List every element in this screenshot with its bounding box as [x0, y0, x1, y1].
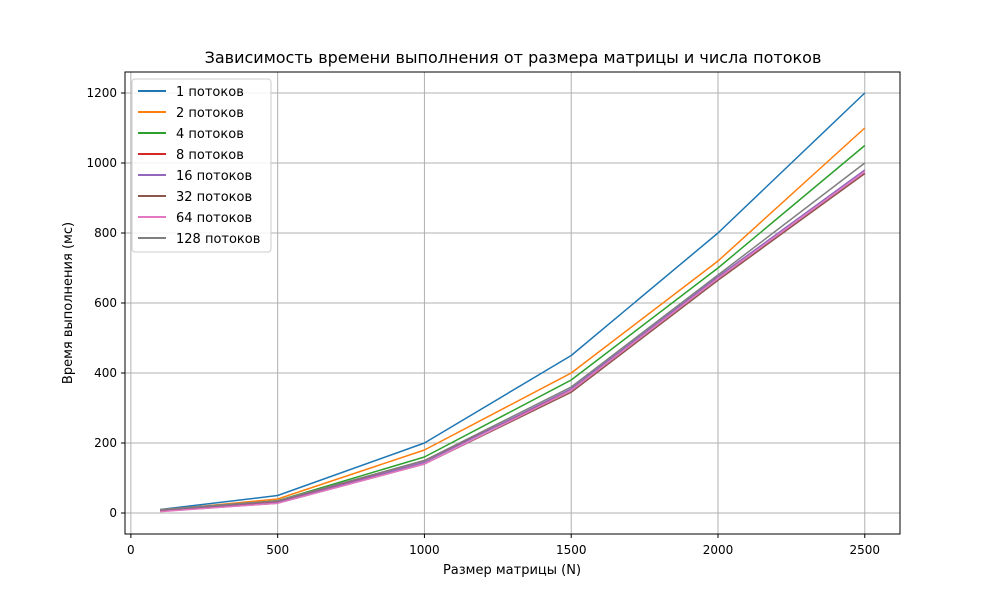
x-tick-label: 2500	[849, 543, 880, 557]
chart-title: Зависимость времени выполнения от размер…	[205, 48, 822, 67]
series-line-7	[160, 171, 866, 513]
x-axis-label: Размер матрицы (N)	[443, 563, 581, 578]
series-line-1	[160, 92, 866, 511]
legend-entry: 16 потоков	[176, 169, 252, 184]
ticks: 0 500 1000 1500 2000 2500 0 200 400 600 800 1000 120…	[86, 86, 880, 557]
legend-entry: 4 потоков	[176, 127, 244, 142]
legend-entry: 128 потоков	[176, 232, 260, 247]
legend-box	[131, 78, 272, 253]
x-tick-label: 1500	[556, 543, 587, 557]
y-tick-label: 600	[94, 296, 117, 310]
y-axis-label: Время выполнения (мс)	[61, 222, 76, 384]
series-line-8	[160, 162, 866, 511]
x-tick-label: 0	[127, 543, 135, 557]
legend-entry: 64 потоков	[176, 211, 252, 226]
series-line-2	[160, 127, 866, 511]
y-tick-label: 800	[94, 226, 117, 240]
x-tick-label: 500	[266, 543, 289, 557]
x-tick-label: 1000	[409, 543, 440, 557]
legend-entry: 32 потоков	[176, 190, 252, 205]
legend-entry: 1 потоков	[176, 85, 244, 100]
y-tick-label: 0	[109, 506, 117, 520]
x-tick-label: 2000	[703, 543, 734, 557]
y-tick-label: 1000	[86, 156, 117, 170]
y-tick-label: 200	[94, 436, 117, 450]
legend-entry: 8 потоков	[176, 148, 244, 163]
y-tick-label: 1200	[86, 86, 117, 100]
y-tick-label: 400	[94, 366, 117, 380]
legend-entry: 2 потоков	[176, 106, 244, 121]
legend: 1 потоков 2 потоков 4 потоков 8 потоков 16 п…	[131, 78, 272, 253]
series-layer	[160, 92, 866, 513]
